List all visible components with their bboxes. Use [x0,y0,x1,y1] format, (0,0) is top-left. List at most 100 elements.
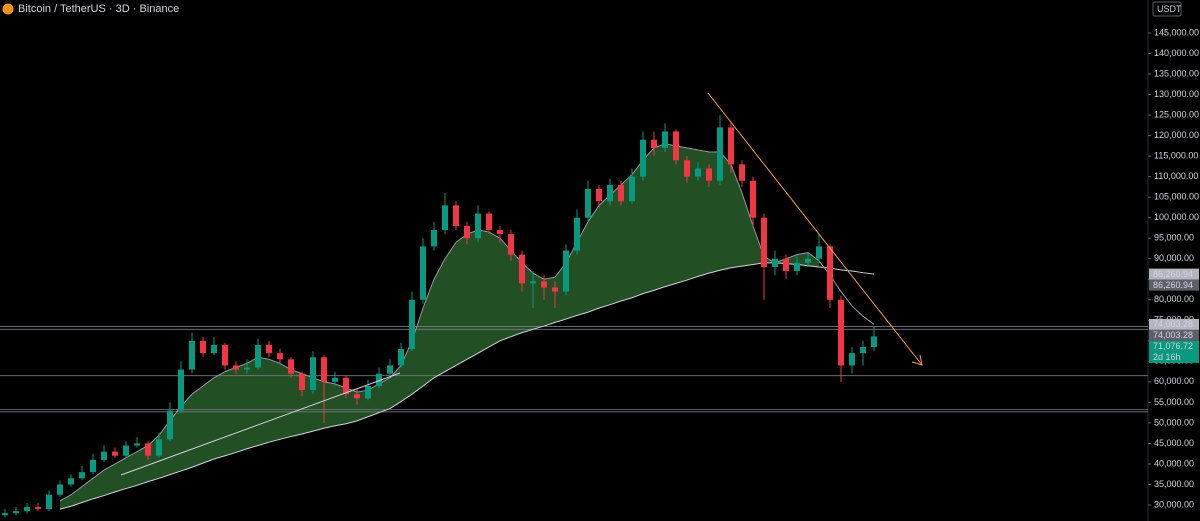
candle-body [464,225,470,239]
candle-body [728,127,734,165]
candle-body [475,213,481,239]
price-label: 74,003.28 [1153,319,1193,329]
candle-body [211,344,217,354]
currency-box[interactable] [1152,1,1182,17]
y-tick-label: 140,000.00 [1154,48,1199,58]
candle-body [574,217,580,251]
candle-body [706,168,712,181]
candle-body [222,344,228,366]
candle-body [167,410,173,440]
candle-body [398,349,404,366]
candle-body [145,443,151,456]
candle-body [46,494,52,510]
candle-body [684,160,690,177]
candle-body [739,164,745,181]
candle-body [827,246,833,300]
y-tick-label: 55,000.00 [1154,397,1194,407]
y-tick-label: 120,000.00 [1154,130,1199,140]
plot [0,115,1148,518]
candle-body [288,359,294,374]
candle-body [497,230,503,235]
candle-body [530,281,536,284]
candle-body [794,262,800,272]
candle-body [783,258,789,272]
trend-line [120,372,401,476]
y-tick-label: 100,000.00 [1154,212,1199,222]
candle-body [772,258,778,267]
candle-body [519,254,525,284]
candle-body [189,340,195,370]
candle-body [750,180,756,218]
candle-body [508,234,514,255]
trend-arrow [911,354,923,366]
price-label-box [1149,318,1199,330]
currency[interactable]: USDT [1157,4,1182,14]
y-tick-label: 60,000.00 [1154,376,1194,386]
candle-body [717,127,723,181]
price-label-box [1149,268,1199,280]
chart-title: Bitcoin / TetherUS · 3D · Binance [18,3,179,15]
candle-body [79,472,85,479]
candle-body [255,344,261,368]
candle-body [365,385,371,399]
y-tick-label: 135,000.00 [1154,68,1199,78]
price-countdown: 2d 16h [1153,352,1181,362]
y-tick-label: 125,000.00 [1154,109,1199,119]
trend-line [707,92,923,366]
candle-body [596,188,602,202]
y-tick-label: 110,000.00 [1154,171,1198,181]
y-tick-label: 35,000.00 [1154,479,1194,489]
candle-body [409,299,415,350]
candle-body [68,478,74,485]
candle-body [310,357,316,391]
candle-body [838,299,844,366]
price-label: 74,003.28 [1153,330,1193,340]
candle-body [24,507,30,512]
candle-body [541,281,547,288]
candle-body [101,451,107,460]
candle-body [486,213,492,231]
candle-body [662,131,668,148]
candle-body [552,287,558,292]
y-tick-label: 145,000.00 [1154,27,1199,37]
candle-body [244,367,250,370]
candle-body [761,217,767,267]
candle-body [640,139,646,177]
price-label-box [1149,279,1199,291]
candle-body [431,230,437,247]
candle-body [695,168,701,177]
candle-body [90,459,96,473]
coin-icon [2,3,14,15]
candle-body [354,394,360,399]
candle-body [57,484,63,495]
price-label-box [1149,329,1199,341]
candle-body [442,205,448,231]
y-tick-label: 105,000.00 [1154,192,1199,202]
price-label: 71,076.72 [1153,341,1193,351]
candle-body [123,445,129,456]
candle-body [233,365,239,370]
y-tick-label: 115,000.00 [1154,151,1198,161]
candle-body [860,346,866,354]
candle-body [200,340,206,354]
candle-body [343,377,349,395]
candle-body [277,353,283,360]
y-tick-label: 45,000.00 [1154,438,1194,448]
candle-body [607,184,613,202]
y-tick-label: 95,000.00 [1154,233,1194,243]
candle-body [299,373,305,391]
candle-body [585,188,591,218]
candle-body [420,246,426,300]
price-label: 86,260.94 [1153,269,1193,279]
candle-body [618,184,624,202]
candle-body [134,443,140,446]
candle-body [673,131,679,161]
candle-body [156,439,162,456]
candle-body [332,377,338,382]
candle-body [563,250,569,292]
candle-body [816,246,822,259]
candle-body [849,353,855,366]
y-tick-label: 40,000.00 [1154,458,1194,468]
